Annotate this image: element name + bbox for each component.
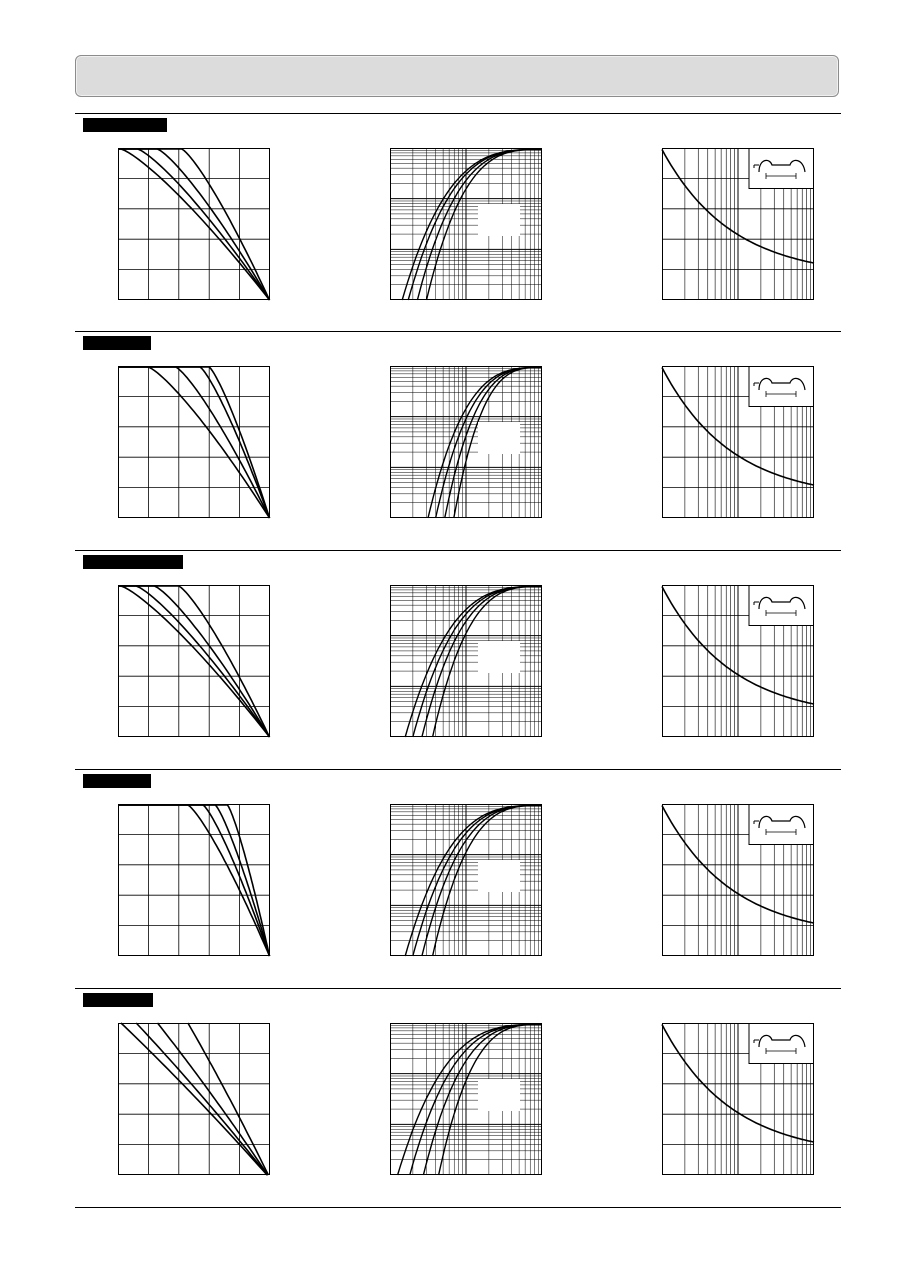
fusing-chart — [390, 148, 542, 301]
label-box — [478, 1079, 520, 1111]
temp-factor-curve — [661, 149, 815, 264]
waveform-inset — [748, 1023, 814, 1064]
derating-chart — [118, 148, 271, 301]
derating-chart — [118, 804, 271, 957]
section-tag — [83, 336, 151, 350]
plot-frame — [118, 1023, 270, 1175]
derating-curve-2 — [118, 585, 271, 738]
derating-curve-3 — [118, 585, 271, 738]
fusing-chart — [390, 585, 542, 738]
derating-curve-3 — [118, 148, 271, 301]
fusing-curve-4 — [437, 1023, 542, 1176]
section-rule — [75, 769, 841, 770]
fusing-chart — [390, 366, 542, 519]
derating-curve-4 — [187, 1022, 270, 1176]
label-box — [478, 641, 520, 673]
header-banner — [75, 55, 839, 97]
temp-factor-chart — [661, 148, 815, 300]
fusing-chart — [390, 804, 542, 957]
temp-factor-chart — [661, 1023, 815, 1175]
waveform-inset — [748, 148, 814, 189]
label-box — [478, 860, 520, 892]
derating-curve-1 — [118, 804, 271, 957]
temp-factor-curve — [661, 586, 815, 705]
derating-curve-4 — [118, 804, 271, 957]
fusing-curve-1 — [404, 804, 542, 957]
fusing-chart — [390, 1023, 542, 1176]
derating-curve-4 — [118, 148, 271, 301]
derating-curve-1 — [120, 1022, 268, 1176]
section-rule — [75, 988, 841, 989]
section-rule — [75, 331, 841, 332]
waveform-inset — [748, 366, 814, 407]
derating-curve-1 — [118, 366, 271, 519]
temp-factor-chart — [661, 585, 815, 737]
plot-frame — [118, 148, 270, 300]
derating-curve-3 — [118, 366, 271, 519]
derating-curve-2 — [118, 366, 271, 519]
section-rule — [75, 550, 841, 551]
derating-curve-4 — [118, 585, 271, 738]
section-rule — [75, 113, 841, 114]
plot-frame — [118, 585, 270, 737]
waveform-inset — [748, 585, 814, 626]
derating-curve-3 — [118, 804, 271, 957]
derating-curve-4 — [118, 366, 271, 519]
label-box — [478, 422, 520, 454]
footer-rule — [75, 1207, 841, 1208]
waveform-inset — [748, 804, 814, 845]
fusing-curve-2 — [407, 148, 542, 301]
section-tag — [83, 118, 167, 132]
label-box — [478, 204, 520, 236]
derating-chart — [118, 1022, 270, 1176]
derating-curve-2 — [118, 148, 271, 301]
fusing-curve-4 — [431, 804, 542, 957]
derating-curve-2 — [135, 1022, 268, 1176]
section-tag — [83, 774, 151, 788]
fusing-curve-1 — [404, 585, 542, 738]
fusing-curve-4 — [425, 148, 542, 301]
fusing-curve-4 — [431, 585, 542, 738]
temp-factor-chart — [661, 804, 815, 956]
temp-factor-curve — [661, 1024, 815, 1143]
temp-factor-curve — [661, 367, 815, 486]
plot-frame — [118, 366, 270, 518]
fusing-curve-4 — [453, 366, 542, 519]
derating-curve-2 — [118, 804, 271, 957]
derating-chart — [118, 366, 271, 519]
temp-factor-chart — [661, 366, 815, 518]
derating-curve-1 — [118, 148, 271, 301]
derating-curve-1 — [118, 585, 271, 738]
section-tag — [83, 555, 183, 569]
derating-chart — [118, 585, 271, 738]
derating-curve-3 — [156, 1022, 269, 1176]
section-tag — [83, 993, 153, 1007]
temp-factor-curve — [661, 805, 815, 924]
